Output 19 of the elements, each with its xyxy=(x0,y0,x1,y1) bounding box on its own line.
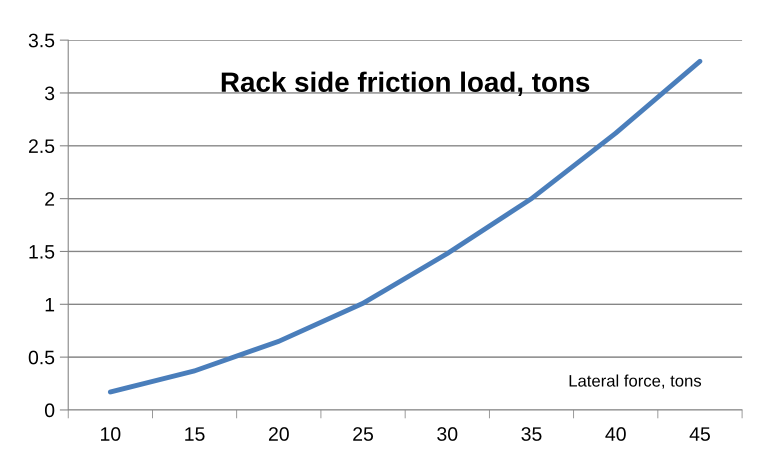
y-tick-label: 0 xyxy=(44,403,54,418)
y-tick-label: 0.5 xyxy=(28,350,54,364)
y-tick-label: 2.5 xyxy=(28,139,54,154)
x-tick-label: 30 xyxy=(437,427,458,441)
x-tick-label: 25 xyxy=(353,427,374,441)
x-tick-label: 40 xyxy=(605,427,626,441)
x-axis-title: Lateral force, tons xyxy=(570,374,702,389)
y-tick-label: 3 xyxy=(44,86,54,100)
line-series xyxy=(108,58,702,394)
text: Rack side friction load, tons xyxy=(222,72,590,96)
y-tick-label: 1 xyxy=(46,298,54,312)
x-tick-label: 10 xyxy=(101,427,120,441)
x-tick-label: 15 xyxy=(185,427,205,441)
x-tick-label: 35 xyxy=(521,427,542,441)
y-tick-label: 3.5 xyxy=(28,34,54,48)
x-tick-label: 45 xyxy=(690,427,710,441)
y-tick-label: 1.5 xyxy=(29,245,54,259)
x-tick-label: 20 xyxy=(268,427,289,441)
y-tick-label: 2 xyxy=(45,192,54,206)
